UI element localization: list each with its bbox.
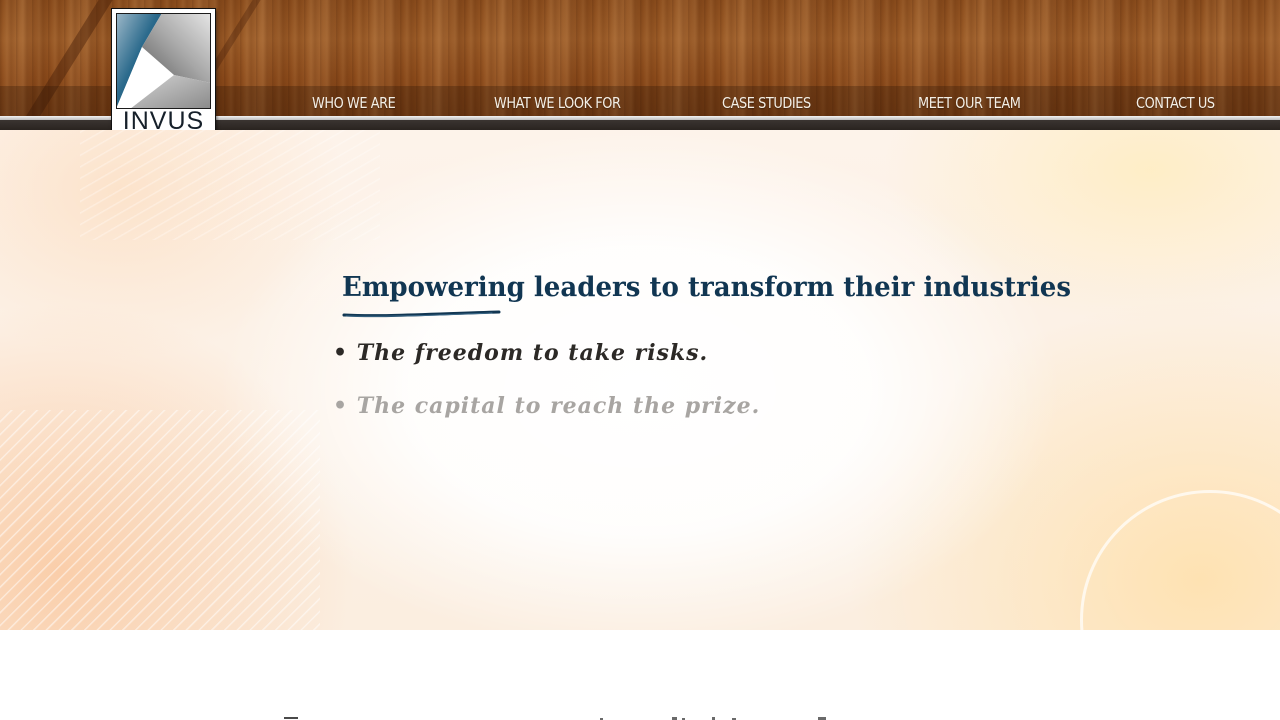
nav-who-we-are[interactable]: WHO WE ARE [312, 94, 396, 112]
hero-decoration [80, 130, 380, 240]
nav-what-we-look-for[interactable]: WHAT WE LOOK FOR [494, 94, 621, 112]
hero-bullet-inactive: • The capital to reach the prize. [333, 393, 761, 419]
hero-decoration-arc [1080, 490, 1280, 630]
main-nav: WHO WE ARE WHAT WE LOOK FOR CASE STUDIES… [0, 86, 1280, 116]
header-rule-dark [0, 120, 1280, 130]
hero-bullet-active: • The freedom to take risks. [333, 340, 709, 366]
nav-contact-us[interactable]: CONTACT US [1136, 94, 1215, 112]
hero-headline: Empowering leaders to transform their in… [342, 272, 1072, 303]
invus-logo[interactable]: INVUS [111, 8, 216, 137]
nav-meet-our-team[interactable]: MEET OUR TEAM [918, 94, 1021, 112]
header-rule [0, 116, 1280, 120]
headline-brush-underline [342, 310, 501, 318]
below-fold-text-fragment [284, 717, 826, 720]
invus-logo-mark-icon [116, 13, 211, 109]
hero-section [0, 130, 1280, 630]
nav-case-studies[interactable]: CASE STUDIES [722, 94, 811, 112]
hero-decoration [0, 410, 320, 630]
